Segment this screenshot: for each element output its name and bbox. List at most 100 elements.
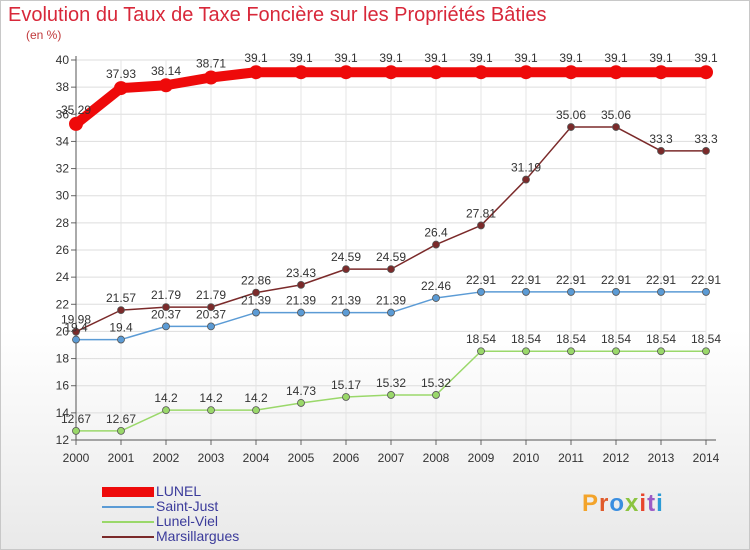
data-point-lunel — [204, 70, 218, 85]
data-label-lunel-viel: 15.17 — [331, 378, 361, 392]
data-label-lunel: 39.1 — [604, 51, 628, 65]
x-tick-label: 2008 — [423, 451, 450, 465]
data-point-saint-just — [702, 288, 710, 296]
data-point-lunel — [114, 81, 128, 96]
data-point-saint-just — [612, 288, 620, 296]
data-label-saint-just: 20.37 — [151, 307, 181, 321]
data-labels: 19.4 19.4 20.37 20.37 21.39 21.39 21.39 21.39 22… — [61, 51, 721, 426]
legend-label-lunel-viel: Lunel-Viel — [156, 513, 219, 529]
data-point-marsillargues — [252, 288, 260, 297]
data-point-saint-just — [567, 288, 575, 296]
data-point-marsillargues — [477, 221, 485, 230]
data-label-saint-just: 22.46 — [421, 279, 451, 293]
data-point-lunel — [339, 65, 353, 80]
axes: 12 14 16 18 20 22 24 26 28 30 32 34 36 38 40 2000 2001 20… — [56, 53, 720, 465]
chart-subtitle: (en %) — [26, 28, 62, 42]
y-tick-label: 18 — [56, 352, 70, 366]
data-label-marsillargues: 23.43 — [286, 266, 316, 280]
series-points — [69, 65, 713, 435]
data-point-saint-just — [207, 322, 215, 331]
x-tick-label: 2005 — [288, 451, 315, 465]
data-label-marsillargues: 33.3 — [694, 132, 718, 146]
x-tick-label: 2001 — [108, 451, 135, 465]
proxiti-logo: Proxiti — [582, 490, 664, 518]
data-point-marsillargues — [297, 280, 305, 289]
data-point-marsillargues — [612, 123, 620, 131]
data-label-saint-just: 22.91 — [646, 273, 676, 287]
legend-label-lunel: LUNEL — [156, 483, 202, 499]
data-label-marsillargues: 21.79 — [196, 288, 226, 302]
x-tick-label: 2013 — [648, 451, 675, 465]
data-label-lunel-viel: 18.54 — [556, 332, 586, 346]
data-label-lunel-viel: 18.54 — [691, 332, 721, 346]
data-label-saint-just: 22.91 — [511, 273, 541, 287]
data-point-lunel-viel — [117, 427, 125, 435]
data-point-lunel — [654, 65, 668, 80]
data-point-lunel-viel — [387, 391, 395, 399]
y-tick-label: 30 — [56, 189, 70, 203]
data-label-lunel: 39.1 — [694, 51, 718, 65]
y-tick-label: 14 — [56, 406, 70, 420]
data-label-lunel: 39.1 — [244, 51, 268, 65]
data-point-lunel — [429, 65, 443, 80]
data-label-marsillargues: 21.79 — [151, 288, 181, 302]
data-label-lunel-viel: 18.54 — [646, 332, 676, 346]
data-point-saint-just — [477, 288, 485, 296]
data-label-marsillargues: 22.86 — [241, 274, 271, 288]
logo-letter: i — [656, 490, 664, 517]
data-point-marsillargues — [342, 265, 350, 274]
data-label-marsillargues: 19.98 — [61, 313, 91, 327]
y-tick-label: 12 — [56, 433, 70, 447]
x-tick-label: 2007 — [378, 451, 405, 465]
logo-letter: i — [639, 490, 648, 517]
data-label-saint-just: 22.91 — [691, 273, 721, 287]
data-point-saint-just — [252, 308, 260, 317]
data-label-lunel: 38.71 — [196, 57, 226, 71]
data-point-saint-just — [117, 335, 125, 344]
data-label-lunel: 39.1 — [424, 51, 448, 65]
data-label-lunel: 39.1 — [559, 51, 583, 65]
chart-title: Evolution du Taux de Taxe Foncière sur l… — [8, 4, 547, 26]
data-point-lunel-viel — [702, 347, 710, 356]
data-point-saint-just — [297, 308, 305, 317]
data-point-lunel — [69, 116, 83, 131]
logo-letter: P — [582, 490, 600, 517]
data-label-lunel: 39.1 — [514, 51, 538, 65]
legend-swatch-lunel — [102, 484, 154, 499]
data-label-marsillargues: 27.81 — [466, 206, 496, 220]
data-point-lunel-viel — [207, 406, 215, 415]
y-tick-label: 20 — [56, 324, 70, 338]
data-label-lunel: 39.1 — [379, 51, 403, 65]
x-tick-label: 2000 — [63, 451, 90, 465]
y-tick-label: 36 — [56, 107, 70, 121]
legend-label-saint-just: Saint-Just — [156, 498, 219, 514]
x-tick-label: 2003 — [198, 451, 225, 465]
y-tick-label: 34 — [56, 134, 70, 148]
x-tick-label: 2011 — [558, 451, 584, 465]
data-label-lunel-viel: 14.2 — [244, 391, 268, 405]
data-point-lunel — [294, 65, 308, 80]
data-label-marsillargues: 33.3 — [649, 132, 673, 146]
data-point-marsillargues — [117, 306, 125, 315]
data-label-marsillargues: 24.59 — [376, 250, 406, 264]
data-label-lunel-viel: 14.2 — [199, 391, 223, 405]
data-point-marsillargues — [657, 147, 665, 155]
data-point-lunel-viel — [252, 406, 260, 415]
data-label-marsillargues: 35.06 — [601, 108, 631, 122]
data-label-lunel-viel: 18.54 — [601, 332, 631, 346]
y-tick-label: 32 — [56, 162, 70, 176]
data-label-saint-just: 19.4 — [64, 321, 88, 335]
data-label-lunel: 39.1 — [334, 51, 358, 65]
data-point-lunel-viel — [72, 427, 80, 435]
data-label-saint-just: 22.91 — [601, 273, 631, 287]
data-label-lunel: 39.1 — [289, 51, 313, 65]
data-point-marsillargues — [432, 240, 440, 249]
data-point-lunel — [384, 65, 398, 80]
y-tick-label: 24 — [56, 270, 70, 284]
data-point-lunel — [474, 65, 488, 80]
data-label-saint-just: 21.39 — [331, 294, 361, 308]
data-label-saint-just: 21.39 — [286, 294, 316, 308]
data-point-saint-just — [162, 322, 170, 331]
y-tick-label: 26 — [56, 243, 70, 257]
